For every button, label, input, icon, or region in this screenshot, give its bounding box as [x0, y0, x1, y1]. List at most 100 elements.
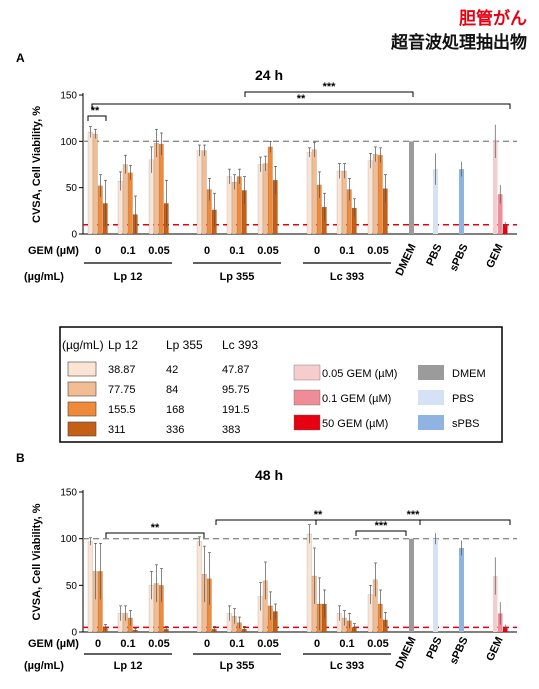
gem-level-label: 0.1 [120, 245, 135, 257]
bar [87, 131, 93, 235]
extract-label: Lc 393 [330, 271, 364, 283]
bar [377, 155, 383, 235]
legend-header-lp12: Lp 12 [108, 338, 138, 352]
gem-level-label: 0.05 [148, 638, 169, 650]
control-label: GEM [484, 242, 505, 270]
legend-value: 168 [166, 404, 184, 416]
gem-control-bar [493, 141, 498, 234]
legend-control-label: DMEM [452, 368, 486, 380]
control-label: PBS [424, 635, 444, 661]
gem-level-label: 0 [95, 245, 101, 257]
significance-label: *** [407, 509, 421, 521]
panel-b-label: B [16, 451, 25, 465]
gem-axis-label: GEM (µM) [28, 638, 79, 650]
significance-label: ** [297, 93, 306, 105]
extract-label: Lp 355 [220, 271, 255, 283]
y-tick-label: 150 [60, 91, 77, 102]
y-tick-label: 100 [60, 137, 77, 148]
y-tick-label: 50 [66, 581, 78, 592]
gem-level-label: 0.05 [367, 245, 388, 257]
legend-gem-label: 0.05 GEM (µM) [322, 368, 397, 380]
bar [306, 152, 312, 235]
legend-swatch-control-1 [418, 365, 444, 380]
control-label: sPBS [448, 242, 471, 273]
bar [92, 133, 98, 235]
bar [196, 541, 202, 633]
bar [122, 164, 128, 235]
legend-value: 47.87 [222, 364, 250, 376]
extract-label: Lc 393 [330, 660, 364, 672]
bar [87, 541, 93, 633]
gem-level-label: 0.1 [339, 638, 354, 650]
bar [262, 163, 268, 235]
control-bar [433, 169, 438, 234]
gem-control-bar [498, 194, 503, 234]
y-tick-label: 0 [71, 230, 77, 241]
significance-bracket [87, 115, 107, 121]
legend-value: 191.5 [222, 404, 250, 416]
y-tick-label: 150 [60, 488, 77, 499]
gem-level-label: 0.05 [148, 245, 169, 257]
legend-value: 42 [166, 364, 178, 376]
legend-swatch-control-2 [418, 390, 444, 405]
bar [306, 533, 312, 633]
legend-header-lp355: Lp 355 [166, 338, 203, 352]
bar [201, 150, 207, 235]
gem-level-label: 0.1 [339, 245, 354, 257]
bar [341, 170, 347, 235]
conc-axis-label: (µg/mL) [24, 660, 64, 672]
legend-value: 38.87 [108, 364, 136, 376]
significance-bracket [91, 103, 511, 109]
bar [372, 154, 378, 235]
gem-level-label: 0 [204, 245, 210, 257]
gem-level-label: 0.1 [229, 638, 244, 650]
bar [257, 164, 263, 235]
bar [267, 146, 273, 235]
extract-label: Lp 355 [220, 660, 255, 672]
legend-swatch-conc-2 [67, 381, 97, 397]
chart-title: 24 h [255, 67, 283, 83]
y-tick-label: 50 [66, 183, 78, 194]
bar [236, 176, 242, 235]
control-label: PBS [424, 242, 444, 268]
conc-axis-label: (µg/mL) [24, 271, 64, 283]
bar [367, 160, 373, 235]
control-label: DMEM [394, 242, 419, 278]
legend-gem-label: 50 GEM (µM) [322, 418, 388, 430]
legend-swatch-conc-1 [67, 361, 97, 377]
legend-swatch-conc-3 [67, 401, 97, 417]
panel-a-label: A [16, 51, 25, 65]
significance-bracket [244, 91, 414, 97]
legend-value: 155.5 [108, 404, 136, 416]
significance-label: ** [314, 509, 323, 521]
y-tick-label: 100 [60, 534, 77, 545]
legend-value: 77.75 [108, 384, 136, 396]
gem-control-bar [503, 224, 508, 234]
bar [311, 149, 317, 235]
gem-axis-label: GEM (µM) [28, 245, 79, 257]
bar [158, 143, 164, 235]
gem-level-label: 0.05 [257, 245, 278, 257]
y-axis-label: CVSA, Cell Viability, % [31, 503, 43, 620]
legend-swatch-gem-3 [293, 414, 321, 431]
figure-subtitle-jp: 超音波処理抽出物 [391, 33, 527, 52]
legend-swatch-control-3 [418, 415, 444, 430]
y-axis-label: CVSA, Cell Viability, % [31, 106, 43, 223]
gem-level-label: 0 [314, 638, 320, 650]
y-tick-label: 0 [71, 628, 77, 639]
bar [336, 170, 342, 235]
control-label: sPBS [448, 635, 471, 666]
legend-header-unit: (µg/mL) [62, 338, 104, 352]
gem-level-label: 0 [314, 245, 320, 257]
legend-value: 84 [166, 384, 178, 396]
control-bar [409, 538, 414, 632]
control-label: DMEM [394, 635, 419, 671]
gem-control-bar [493, 576, 498, 632]
legend-swatch-conc-4 [67, 421, 97, 437]
extract-label: Lp 12 [114, 660, 143, 672]
significance-label: ** [91, 105, 100, 117]
significance-label: ** [151, 522, 160, 534]
significance-bracket [105, 532, 205, 538]
legend-value: 336 [166, 424, 184, 436]
